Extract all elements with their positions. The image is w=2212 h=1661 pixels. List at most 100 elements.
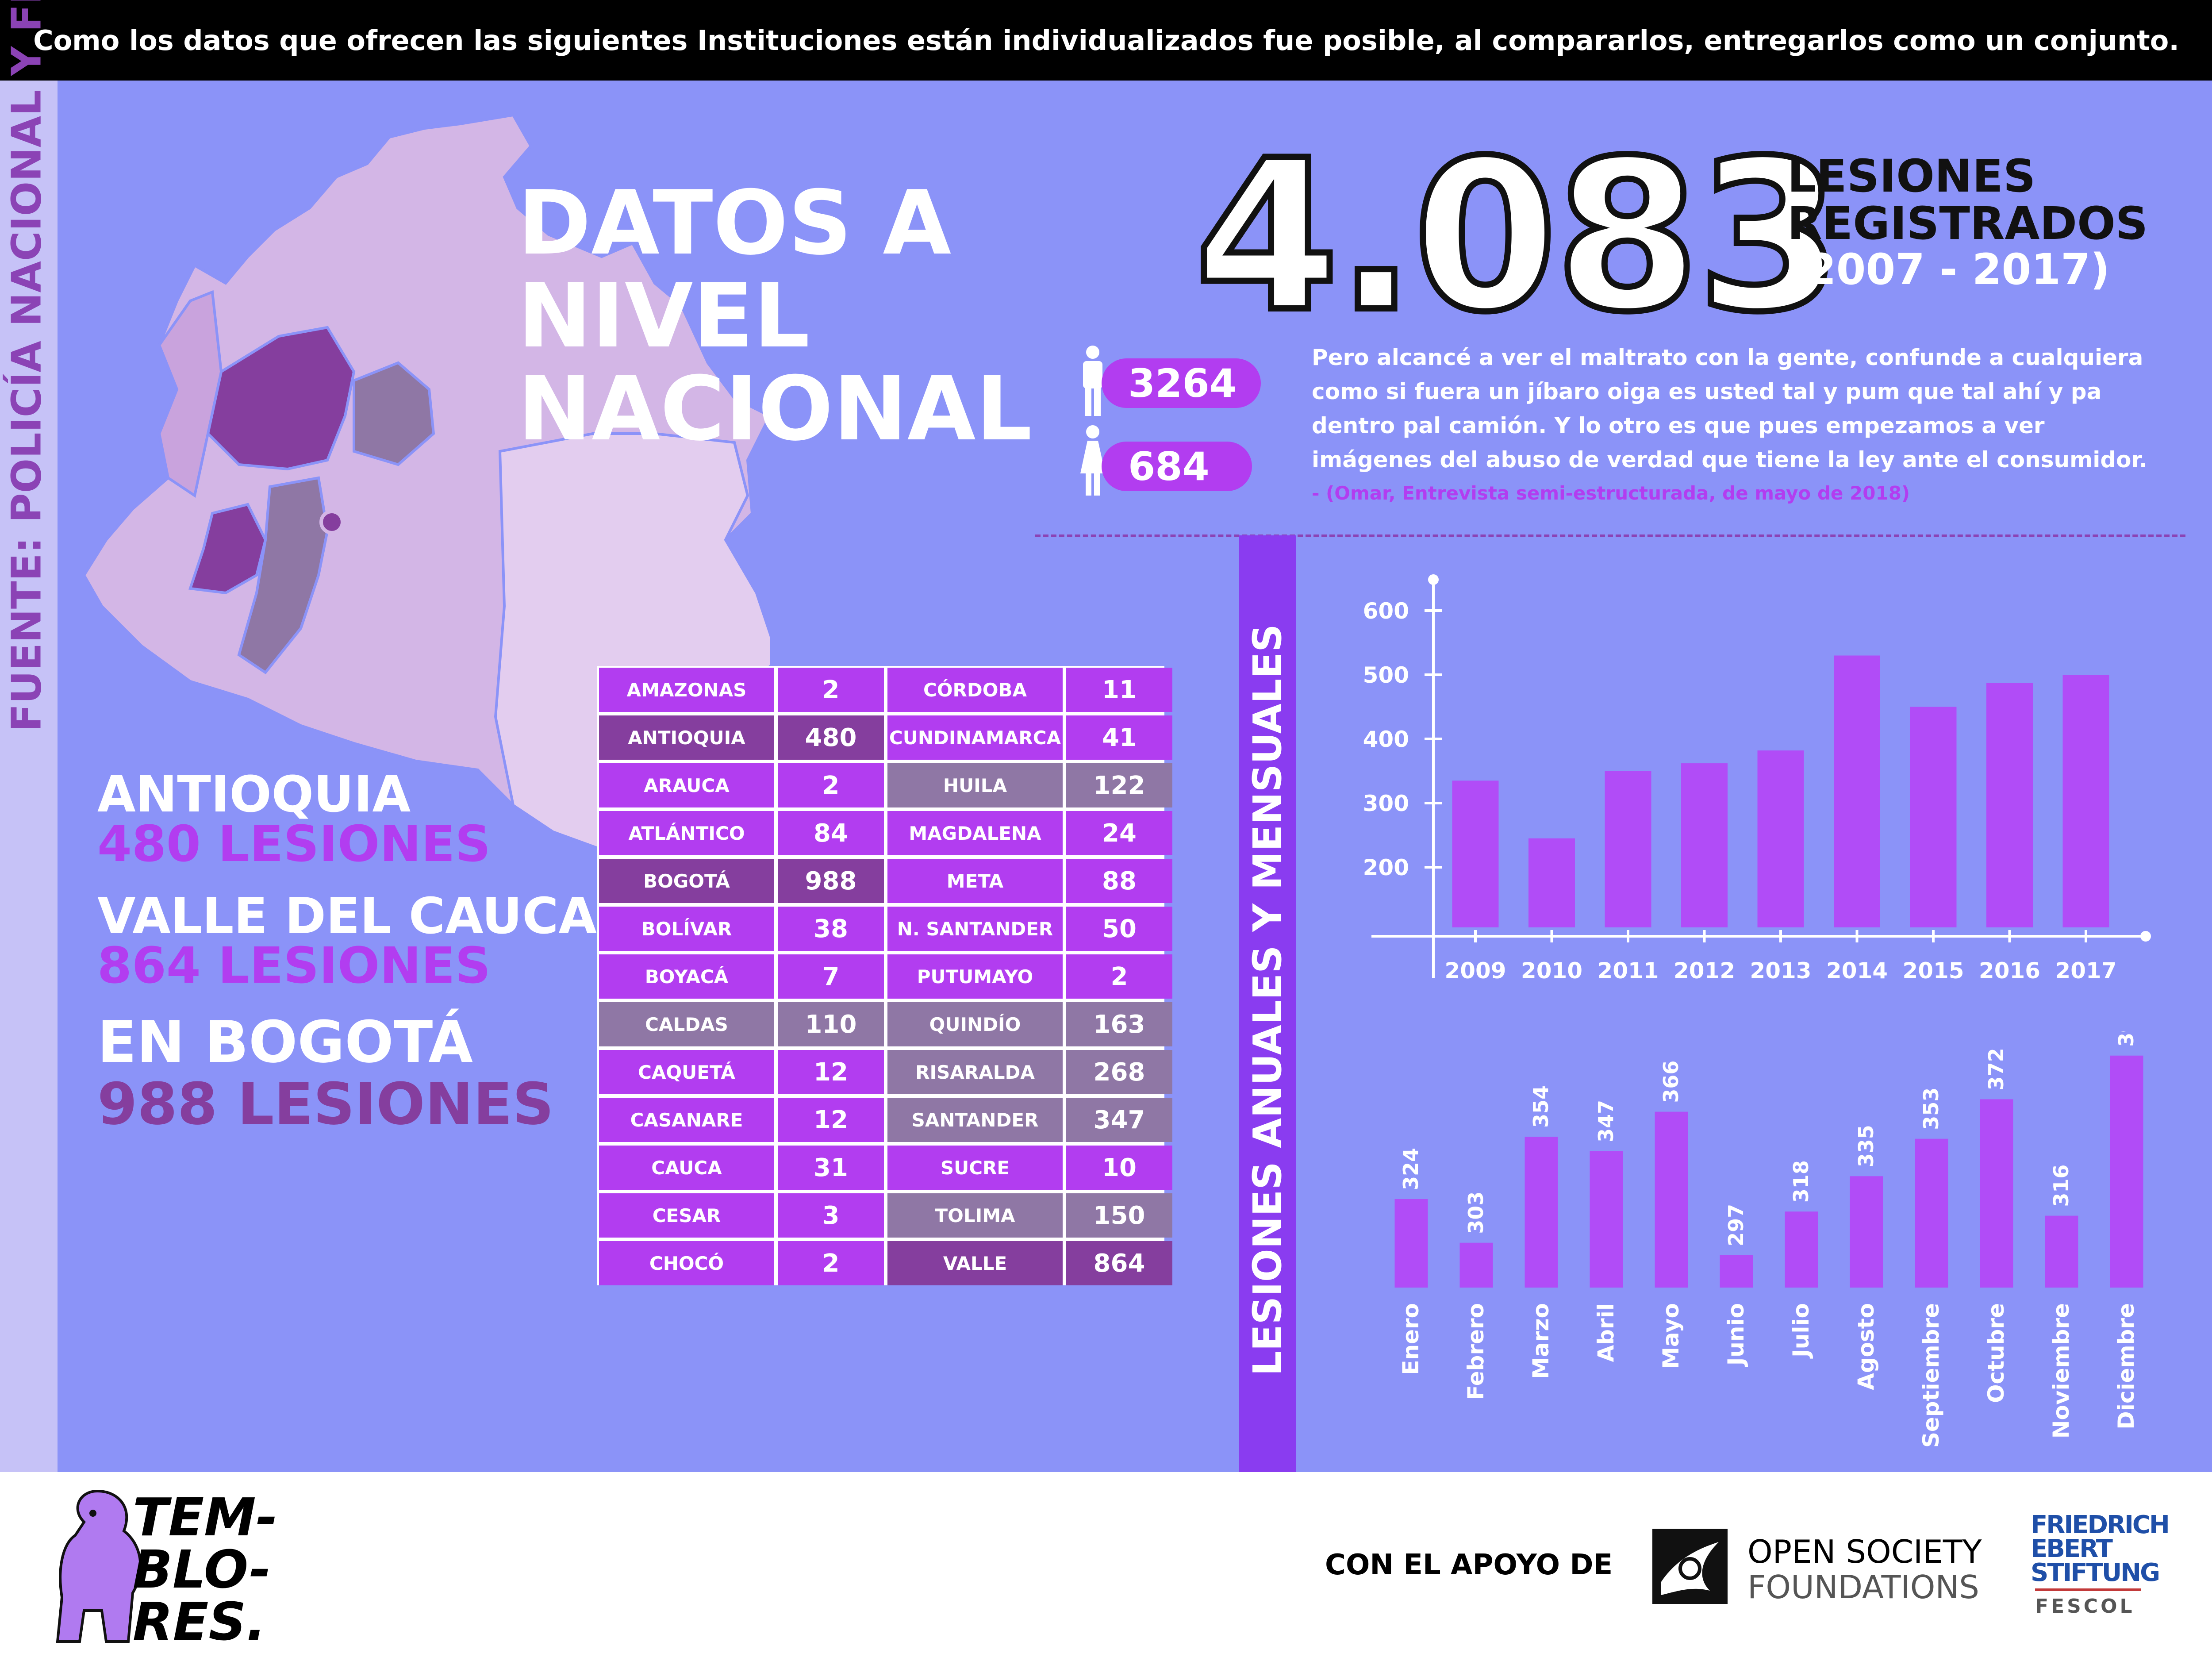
dept-value: 2 [778,763,884,807]
female-count: 684 [1102,442,1252,491]
annual-bar [1910,707,1957,927]
chart-section-label: LESIONES ANUALES Y MENSUALES [1244,624,1290,1376]
dept-value: 2 [778,668,884,712]
dept-name: N. SANTANDER [887,907,1063,951]
dept-value: 11 [1066,668,1172,712]
dept-value: 7 [778,954,884,999]
monthly-value-label: 297 [1724,1204,1748,1246]
dept-value: 2 [778,1241,884,1285]
monthly-value-label: 366 [1659,1061,1683,1103]
fes-logo: FRIEDRICH EBERT STIFTUNG [2031,1511,2170,1585]
dept-value: 150 [1066,1193,1172,1238]
annual-chart: 200 300 400 500 600 2009 2010 2011 2012 2013 2014 2… [1363,574,2151,984]
total-label-1: LESIONES [1787,150,2036,203]
monthly-bar [1720,1255,1753,1288]
dept-name: SUCRE [887,1146,1063,1190]
dept-name: BOLÍVAR [599,907,774,951]
dept-name: CALDAS [599,1002,774,1046]
support-label: CON EL APOYO DE [1325,1549,1613,1581]
dept-value: 12 [778,1050,884,1094]
osf-name-2: FOUNDATIONS [1747,1569,1979,1606]
total-label-2: REGISTRADOS [1787,197,2148,250]
annual-bar [1681,763,1728,927]
map-santander [353,361,435,466]
tembloRes-logo: TEM- BLO- RES. [133,1491,278,1648]
dept-name: BOYACÁ [599,954,774,999]
annual-bar [2062,675,2109,927]
page-title: DATOS A NIVEL NACIONAL [518,177,1032,456]
dept-name: ARAUCA [599,763,774,807]
dept-name: RISARALDA [887,1050,1063,1094]
x-tick-label: 2015 [1902,958,1964,984]
title-line-2: NIVEL [518,265,810,368]
dept-name: HUILA [887,763,1063,807]
map-choco [157,290,223,498]
monthly-value-label: 393 [2114,1031,2138,1047]
monthly-bar [2110,1055,2143,1288]
dept-value: 864 [1066,1241,1172,1285]
highlight-bogota: EN BOGOTÁ 988 LESIONES [97,1013,554,1133]
annual-bar [1757,750,1804,927]
dept-name: MAGDALENA [887,811,1063,855]
x-tick-label: 2014 [1826,958,1888,984]
dept-value: 38 [778,907,884,951]
elephant-logo-icon [56,1489,142,1643]
monthly-value-label: 335 [1854,1125,1878,1167]
dept-name: CÓRDOBA [887,668,1063,712]
osf-name-1: OPEN SOCIETY [1747,1533,1982,1570]
dept-value: 3 [778,1193,884,1238]
dept-value: 88 [1066,859,1172,903]
dept-name: CESAR [599,1193,774,1238]
dept-name: ATLÁNTICO [599,811,774,855]
dept-value: 41 [1066,715,1172,760]
male-icon [1083,346,1102,416]
monthly-bar [1525,1137,1558,1288]
monthly-bar [1655,1111,1688,1288]
fes-fescol: FESCOL [2035,1595,2135,1618]
annual-bar [1605,771,1651,927]
quote-text: Pero alcancé a ver el maltrato con la ge… [1312,345,2148,473]
dept-value: 31 [778,1146,884,1190]
dept-name: CUNDINAMARCA [887,715,1063,760]
monthly-value-label: 318 [1789,1160,1813,1203]
female-icon [1080,425,1105,496]
dept-value: 10 [1066,1146,1172,1190]
dept-name: META [887,859,1063,903]
dept-name: PUTUMAYO [887,954,1063,999]
x-tick-label: 2009 [1444,958,1506,984]
department-table: AMAZONAS 2 CÓRDOBA 11 ANTIOQUIA 480 CUNDINAMAR… [597,666,1172,1285]
dept-value: 122 [1066,763,1172,807]
osf-logo-icon [1652,1529,1728,1604]
dept-name: CAQUETÁ [599,1050,774,1094]
source-label: FUENTE: POLICÍA NACIONAL Y FISCALÍA [3,0,50,732]
highlight-value: 988 LESIONES [97,1070,554,1138]
highlight-value: 864 LESIONES [97,937,491,995]
dept-name: QUINDÍO [887,1002,1063,1046]
highlight-name: ANTIOQUIA [97,766,411,823]
fes-line-2: EBERT [2031,1534,2113,1563]
monthly-bar [1459,1242,1493,1288]
y-axis-cap [1428,574,1439,585]
bogota-marker [319,510,344,534]
annual-bar [1528,838,1575,927]
month-label: Septiembre [1918,1303,1944,1448]
footer [0,1472,2212,1661]
monthly-value-label: 347 [1594,1100,1618,1142]
dept-name: ANTIOQUIA [599,715,774,760]
highlight-value: 480 LESIONES [97,815,491,873]
x-tick-label: 2013 [1750,958,1811,984]
monthly-bar [1850,1176,1883,1288]
dept-value: 50 [1066,907,1172,951]
annual-bar [1452,781,1499,927]
monthly-bar [1590,1151,1623,1288]
dept-value: 988 [778,859,884,903]
dept-value: 268 [1066,1050,1172,1094]
fes-line-1: FRIEDRICH [2031,1511,2170,1539]
dept-value: 347 [1066,1098,1172,1142]
monthly-value-label: 324 [1399,1148,1423,1190]
dept-value: 163 [1066,1002,1172,1046]
y-tick-label: 600 [1363,598,1409,624]
annual-bar [1986,683,2033,927]
month-label: Febrero [1463,1303,1489,1400]
monthly-value-label: 354 [1529,1085,1553,1128]
